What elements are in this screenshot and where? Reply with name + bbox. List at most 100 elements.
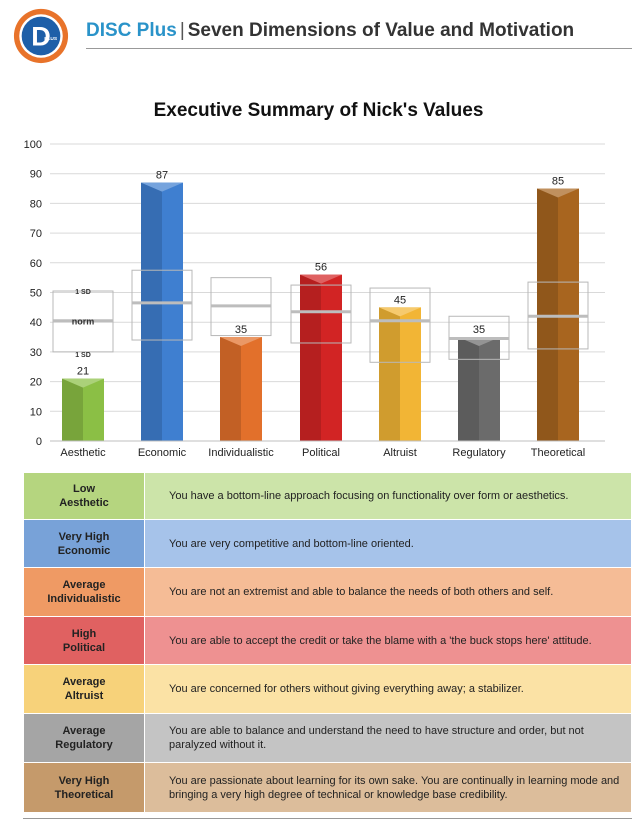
x-tick-label: Aesthetic: [60, 447, 106, 459]
description-text: You are passionate about learning for it…: [169, 774, 620, 787]
bar-cap: [300, 274, 342, 284]
brand-separator: |: [179, 20, 185, 41]
description-text: bringing a very high degree of technical…: [169, 788, 508, 801]
bar-cap: [537, 188, 579, 198]
description-cell: You are not an extremist and able to bal…: [144, 567, 632, 617]
level-rating: Very High: [58, 530, 110, 543]
bar-aesthetic-highlight: [83, 378, 104, 441]
bar-aesthetic: [62, 378, 83, 441]
bar-cap: [141, 182, 183, 192]
y-tick-label: 30: [30, 347, 42, 359]
bar-altruist: [379, 307, 400, 441]
level-cell: High Political: [23, 616, 145, 665]
level-rating: Average: [62, 725, 106, 737]
level-dimension: Individualistic: [47, 593, 121, 605]
description-text: You are able to balance and understand t…: [169, 725, 584, 737]
description-text: paralyzed without it.: [169, 739, 267, 751]
level-dimension: Political: [62, 641, 106, 654]
data-label: 35: [235, 324, 247, 336]
summary-row: High Political You are able to accept the …: [23, 616, 632, 665]
level-cell: Average Altruist: [23, 664, 145, 714]
chart-title: Executive Summary of Nick's Values: [153, 100, 484, 121]
x-tick-label: Regulatory: [452, 447, 506, 459]
description-cell: You are able to accept the credit or tak…: [144, 616, 632, 665]
summary-row: Average Regulatory You are able to balance…: [23, 713, 632, 763]
bar-political: [300, 274, 321, 441]
description-cell: You are passionate about learning for it…: [144, 762, 632, 813]
y-tick-label: 100: [24, 139, 42, 151]
bar-cap: [379, 307, 421, 317]
header-divider: [86, 48, 632, 49]
data-label: 35: [473, 324, 485, 336]
data-label: 21: [77, 366, 89, 378]
level-rating: Very High: [58, 774, 110, 787]
level-cell: Very High Theoretical: [23, 762, 145, 813]
bar-cap: [62, 378, 104, 388]
sd-low-label: 1 SD: [75, 352, 91, 359]
data-label: 56: [315, 262, 327, 274]
level-dimension: Altruist: [64, 690, 104, 702]
bar-regulatory-highlight: [479, 337, 500, 441]
bar-economic-highlight: [162, 182, 183, 442]
level-cell: Very High Economic: [23, 519, 145, 568]
level-rating: High: [71, 627, 97, 640]
level-dimension: Regulatory: [55, 739, 113, 751]
sd-range-box: [369, 287, 431, 363]
data-label: 87: [156, 170, 168, 182]
y-tick-label: 20: [30, 377, 42, 389]
disc-plus-logo: D PLUS: [13, 8, 69, 64]
description-text: You are concerned for others without giv…: [169, 683, 524, 695]
summary-row: Very High Economic You are very competitiv…: [23, 519, 632, 568]
level-dimension: Theoretical: [54, 788, 114, 801]
description-cell: You are very competitive and bottom-line…: [144, 519, 632, 568]
y-tick-label: 10: [30, 406, 42, 418]
level-cell: Average Regulatory: [23, 713, 145, 763]
bar-altruist-highlight: [400, 307, 421, 441]
summary-row: Average Altruist You are concerned for oth…: [23, 664, 632, 714]
y-tick-label: 0: [36, 436, 42, 448]
description-text: You are not an extremist and able to bal…: [169, 586, 554, 598]
description-cell: You have a bottom-line approach focusing…: [144, 472, 632, 520]
logo-letter: D: [31, 22, 51, 52]
sd-range-box: [131, 269, 193, 341]
x-tick-label: Theoretical: [531, 447, 585, 459]
level-rating: Average: [62, 579, 106, 591]
data-label: 85: [552, 176, 564, 188]
x-tick-label: Political: [302, 447, 340, 459]
summary-row: Average Individualistic You are not an ext…: [23, 567, 632, 617]
level-rating: Low: [73, 483, 95, 495]
summary-row: Very High Theoretical You are passionate a…: [23, 762, 632, 813]
y-tick-label: 60: [30, 258, 42, 270]
values-summary-table: Low Aesthetic You have a bottom-line appro…: [23, 472, 632, 813]
values-bar-chart: 0 10 20 30 40 50 60 70 80 90 100 21 Aesthetic 87 Econo…: [24, 139, 605, 459]
y-tick-label: 70: [30, 228, 42, 240]
description-text: You are very competitive and bottom-line…: [169, 537, 414, 550]
bar-individualistic-highlight: [241, 337, 262, 441]
level-dimension: Aesthetic: [59, 497, 109, 509]
norm-label: norm: [72, 317, 95, 327]
bar-cap: [220, 337, 262, 347]
y-tick-label: 40: [30, 317, 42, 329]
x-tick-label: Individualistic: [208, 447, 274, 459]
logo-text: PLUS: [44, 36, 58, 42]
bar-economic: [141, 182, 162, 442]
x-tick-label: Altruist: [383, 447, 417, 459]
y-tick-label: 90: [30, 169, 42, 181]
summary-row: Low Aesthetic You have a bottom-line appro…: [23, 472, 632, 520]
level-cell: Average Individualistic: [23, 567, 145, 617]
description-text: You have a bottom-line approach focusing…: [169, 490, 569, 502]
description-cell: You are concerned for others without giv…: [144, 664, 632, 714]
sd-range-box: [290, 284, 352, 344]
brand-name: DISC Plus: [86, 20, 177, 41]
y-tick-label: 80: [30, 198, 42, 210]
description-cell: You are able to balance and understand t…: [144, 713, 632, 763]
level-dimension: Economic: [57, 544, 111, 557]
brand-subtitle: Seven Dimensions of Value and Motivation: [187, 20, 575, 41]
y-tick-label: 50: [30, 288, 42, 300]
bar-individualistic: [220, 337, 241, 441]
data-label: 45: [394, 294, 406, 306]
bar-regulatory: [458, 337, 479, 441]
footer-divider: [23, 818, 632, 819]
x-tick-label: Economic: [138, 447, 187, 459]
level-cell: Low Aesthetic: [23, 472, 145, 520]
